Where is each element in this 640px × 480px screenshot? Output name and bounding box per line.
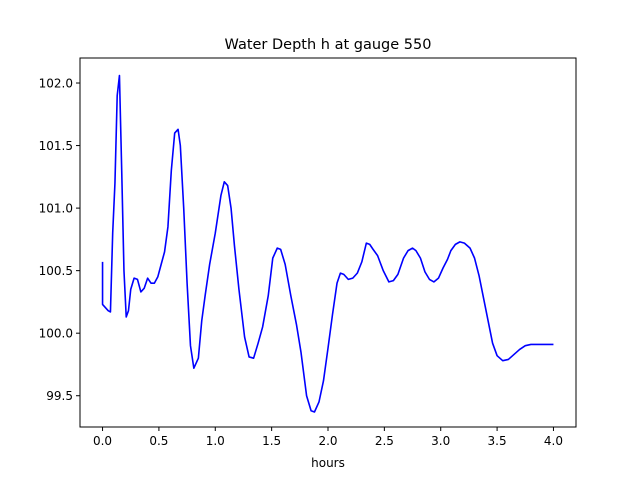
x-tick-label: 4.0 [544,434,563,448]
y-tick-label: 101.0 [39,202,73,216]
y-tick-label: 102.0 [39,77,73,91]
x-tick-label: 0.0 [93,434,112,448]
y-tick-label: 99.5 [46,389,73,403]
x-axis-label: hours [311,456,345,470]
chart-title: Water Depth h at gauge 550 [225,37,432,53]
x-tick-label: 3.0 [431,434,450,448]
x-tick-label: 2.5 [375,434,394,448]
y-axis: 99.5 100.0 100.5 101.0 101.5 102.0 [39,77,80,403]
y-tick-label: 101.5 [39,139,73,153]
x-tick-label: 1.5 [262,434,281,448]
x-tick-label: 0.5 [149,434,168,448]
x-tick-label: 3.5 [488,434,507,448]
x-tick-label: 2.0 [318,434,337,448]
x-axis: 0.0 0.5 1.0 1.5 2.0 2.5 3.0 3.5 4.0 [93,427,563,448]
y-tick-label: 100.0 [39,327,73,341]
series-line-1 [101,74,554,413]
plot-content [101,74,554,413]
y-tick-label: 100.5 [39,264,73,278]
x-tick-label: 1.0 [206,434,225,448]
